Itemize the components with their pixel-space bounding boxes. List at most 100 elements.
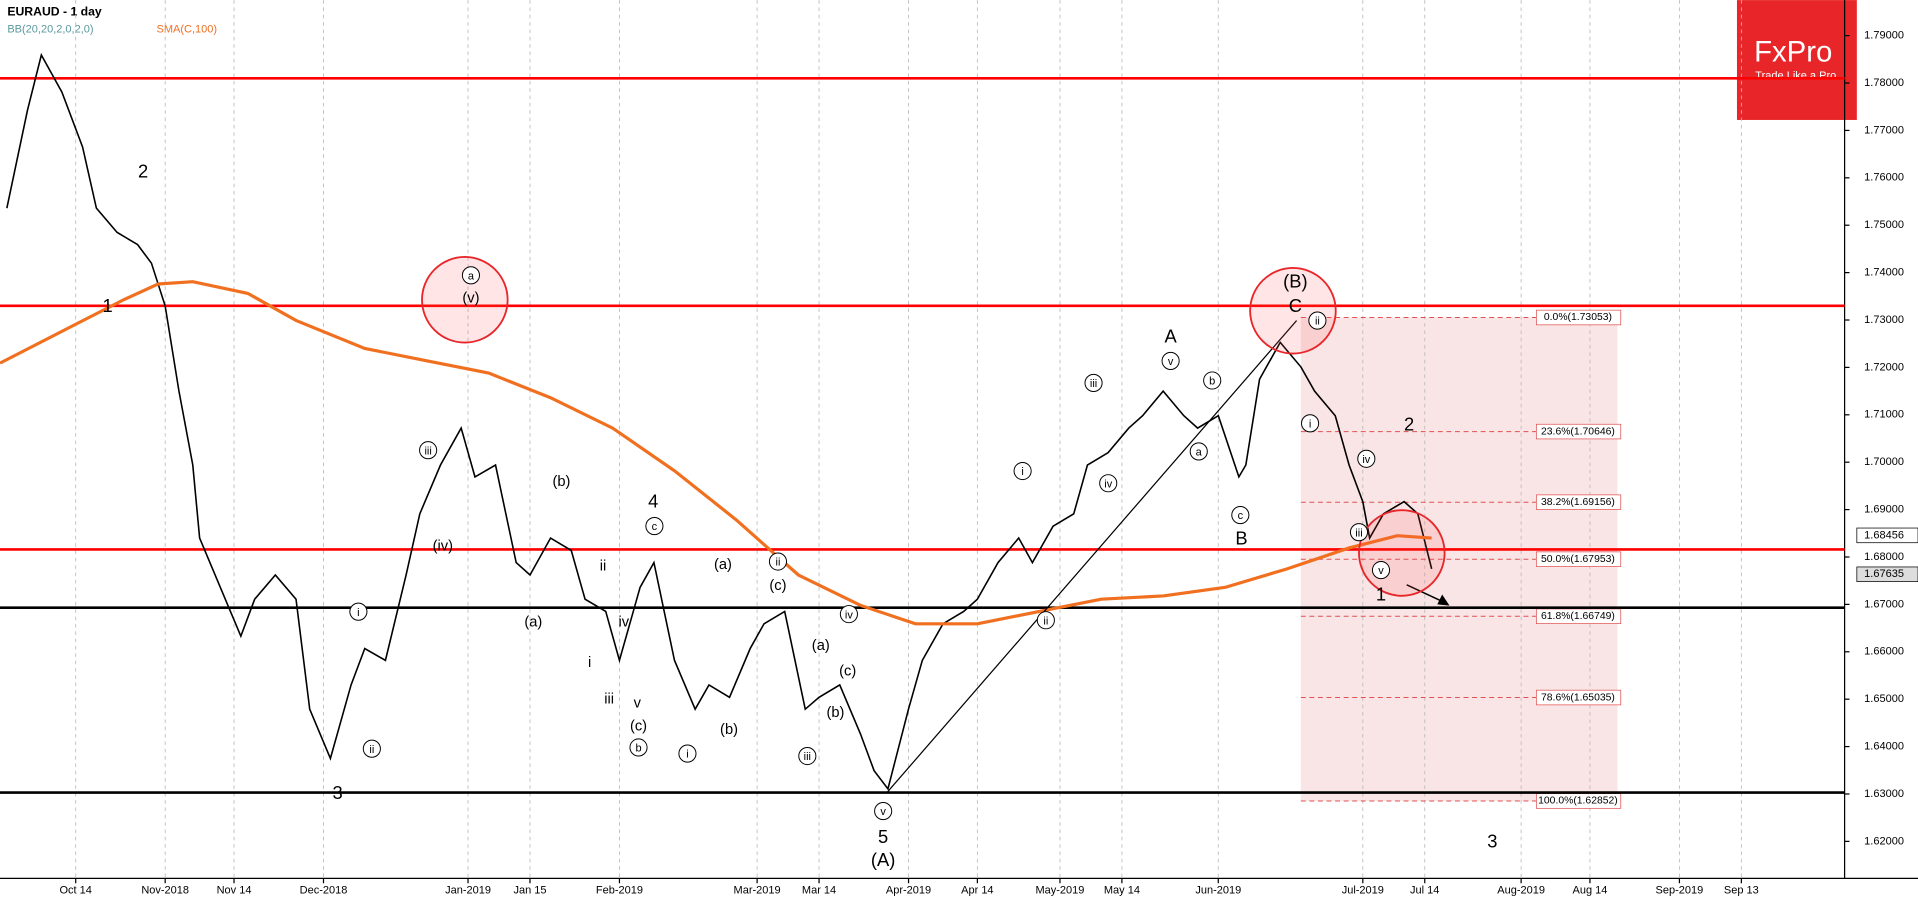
x-tick-label: Mar 14 xyxy=(802,884,836,896)
price-tag-label: 1.68456 xyxy=(1864,529,1904,541)
wave-label: C xyxy=(1289,295,1302,316)
wave-label: iv xyxy=(619,615,630,631)
fib-label-box xyxy=(1535,689,1622,706)
annotation-circle xyxy=(1161,351,1180,370)
wave-label: i xyxy=(686,749,688,761)
wave-label: (b) xyxy=(720,722,738,738)
wave-label: iv xyxy=(1104,478,1112,490)
wave-label: (c) xyxy=(839,663,856,679)
x-tick-label: Jan 15 xyxy=(513,884,546,896)
price-tag xyxy=(1856,527,1918,544)
wave-label: (b) xyxy=(552,474,570,490)
wave-label: v xyxy=(1168,356,1174,368)
x-tick-label: Sep 13 xyxy=(1724,884,1759,896)
wave-label: 5 xyxy=(878,826,888,847)
x-tick-label: May-2019 xyxy=(1035,884,1084,896)
x-tick-label: Jul 14 xyxy=(1410,884,1439,896)
wave-label: 1 xyxy=(1376,584,1386,605)
annotation-circle xyxy=(1084,373,1103,392)
wave-label: i xyxy=(1309,418,1311,430)
wave-label: (iv) xyxy=(433,539,453,555)
chart-title: EURAUD - 1 day xyxy=(7,5,102,19)
y-tick-label: 1.62000 xyxy=(1864,835,1904,847)
wave-label: v xyxy=(634,695,642,711)
wave-label: c xyxy=(652,521,658,533)
fib-label: 61.8%(1.66749) xyxy=(1541,611,1615,622)
wave-label: (a) xyxy=(812,638,830,654)
wave-label: iii xyxy=(604,692,614,708)
x-tick-label: Sep-2019 xyxy=(1656,884,1704,896)
fib-label: 38.2%(1.69156) xyxy=(1541,497,1615,508)
arrow xyxy=(1406,584,1444,603)
x-tick-label: Feb-2019 xyxy=(596,884,643,896)
annotation-circle xyxy=(1357,449,1376,468)
wave-label: i xyxy=(1021,466,1023,478)
wave-label: 4 xyxy=(648,491,658,512)
wave-label: a xyxy=(468,270,475,282)
wave-label: ii xyxy=(600,558,607,574)
y-tick-label: 1.71000 xyxy=(1864,409,1904,421)
y-tick-label: 1.77000 xyxy=(1864,124,1904,136)
annotation-circle xyxy=(1013,461,1032,481)
fib-label: 78.6%(1.65035) xyxy=(1541,692,1615,703)
wave-label: (b) xyxy=(826,705,844,721)
annotation-circle xyxy=(1349,523,1369,542)
indicator-label: BB(20,20,2,0,2,0) xyxy=(7,23,93,35)
y-tick-label: 1.78000 xyxy=(1864,77,1904,89)
fib-label: 23.6%(1.70646) xyxy=(1541,426,1615,437)
annotation-circle xyxy=(1301,414,1320,433)
x-tick-label: Jul-2019 xyxy=(1342,884,1384,896)
y-tick-label: 1.72000 xyxy=(1864,361,1904,373)
annotation-circle xyxy=(1308,311,1327,330)
annotation-circle xyxy=(645,517,664,536)
y-tick-label: 1.66000 xyxy=(1864,646,1904,658)
annotation-circle xyxy=(419,441,438,460)
wave-label: (v) xyxy=(462,290,479,306)
wave-label: iii xyxy=(424,445,431,457)
y-tick-label: 1.73000 xyxy=(1864,314,1904,326)
wave-label: i xyxy=(588,655,591,671)
annotation-circle xyxy=(362,739,381,758)
annotation-circle xyxy=(839,605,858,624)
wave-label: (c) xyxy=(769,578,786,594)
wave-label: ii xyxy=(1315,316,1320,328)
fib-label-box xyxy=(1535,423,1622,440)
annotation-circle xyxy=(1231,506,1250,525)
wave-label: 1 xyxy=(103,295,113,316)
wave-label: b xyxy=(635,743,641,755)
wave-label: iii xyxy=(1355,527,1362,539)
annotation-circle xyxy=(1371,561,1391,580)
highlight-circle xyxy=(1358,509,1446,597)
x-tick-label: Jun-2019 xyxy=(1195,884,1241,896)
y-tick-label: 1.74000 xyxy=(1864,267,1904,279)
y-tick-label: 1.70000 xyxy=(1864,456,1904,468)
x-tick-label: Jan-2019 xyxy=(445,884,491,896)
wave-label: a xyxy=(1196,447,1203,459)
y-tick-label: 1.63000 xyxy=(1864,788,1904,800)
wave-label: B xyxy=(1235,527,1247,548)
fib-label-box xyxy=(1535,551,1622,567)
y-tick-label: 1.67000 xyxy=(1864,598,1904,610)
wave-label: v xyxy=(880,806,886,818)
wave-label: 3 xyxy=(1487,831,1497,852)
wave-label: (a) xyxy=(714,557,732,573)
x-tick-label: Aug 14 xyxy=(1573,884,1608,896)
wave-label: iv xyxy=(1362,454,1370,466)
y-tick-label: 1.76000 xyxy=(1864,172,1904,184)
y-tick-label: 1.79000 xyxy=(1864,30,1904,42)
wave-label: (a) xyxy=(524,615,542,631)
wave-label: 2 xyxy=(138,160,148,181)
annotation-circle xyxy=(798,746,817,766)
wave-label: iv xyxy=(845,609,853,621)
y-tick-label: 1.64000 xyxy=(1864,740,1904,752)
annotation-circle xyxy=(629,738,648,757)
wave-label: 2 xyxy=(1404,414,1414,435)
wave-label: (c) xyxy=(630,719,647,735)
wave-label: (A) xyxy=(871,849,895,870)
fib-label: 50.0%(1.67953) xyxy=(1541,554,1615,565)
annotation-circle xyxy=(1099,474,1118,493)
x-tick-label: Apr-2019 xyxy=(886,884,931,896)
price-line xyxy=(0,280,1432,626)
